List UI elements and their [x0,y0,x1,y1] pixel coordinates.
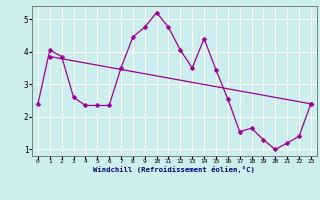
X-axis label: Windchill (Refroidissement éolien,°C): Windchill (Refroidissement éolien,°C) [93,166,255,173]
